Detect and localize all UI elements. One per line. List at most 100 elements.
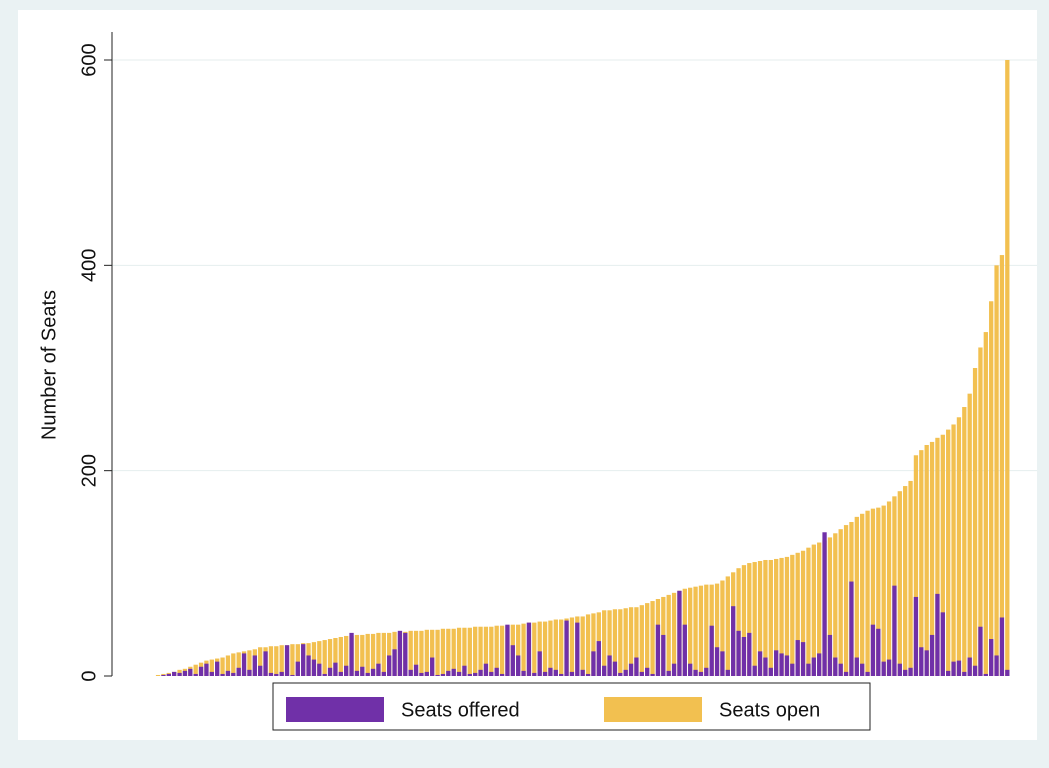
bar	[467, 627, 472, 676]
bar	[435, 674, 440, 676]
bar	[972, 368, 978, 676]
bar	[720, 651, 725, 676]
bar	[381, 671, 386, 676]
bar	[220, 673, 225, 676]
bar	[575, 622, 580, 676]
bar	[548, 667, 553, 676]
bar	[698, 585, 704, 676]
bar	[301, 644, 306, 676]
bar	[929, 441, 935, 676]
bar	[666, 594, 671, 676]
bar	[327, 639, 333, 676]
bar	[940, 434, 945, 676]
bar	[913, 455, 919, 676]
bar	[688, 587, 693, 676]
bar	[413, 664, 419, 676]
bar	[499, 625, 505, 676]
bar	[720, 580, 725, 676]
legend-label: Seats open	[719, 699, 820, 721]
legend-label: Seats offered	[401, 699, 520, 721]
bar	[865, 510, 870, 676]
bar	[693, 586, 698, 676]
bar	[317, 641, 322, 676]
bar	[763, 559, 768, 676]
bar	[349, 632, 354, 676]
bar	[817, 653, 822, 676]
bar	[532, 622, 537, 676]
bar	[698, 671, 704, 676]
bar	[752, 562, 757, 676]
bar	[779, 653, 784, 676]
bar	[994, 655, 999, 676]
bar	[408, 669, 413, 676]
bar	[274, 646, 279, 676]
bar	[876, 628, 881, 676]
bar	[419, 672, 424, 676]
bar	[989, 639, 994, 676]
bar	[704, 667, 709, 676]
bar	[838, 663, 843, 676]
bar	[526, 622, 532, 676]
bar	[241, 653, 247, 676]
bar	[972, 665, 978, 676]
bar	[446, 670, 451, 676]
bar	[822, 532, 827, 676]
bar	[172, 671, 177, 676]
bar	[424, 629, 429, 676]
bar	[768, 667, 773, 676]
bar	[419, 630, 424, 676]
bar	[564, 620, 569, 676]
bar	[661, 634, 666, 676]
bar	[344, 665, 349, 676]
bar	[951, 424, 956, 676]
bar	[677, 590, 682, 676]
bar	[994, 265, 999, 676]
bar	[236, 667, 241, 676]
bar	[209, 671, 214, 676]
bar	[962, 407, 967, 676]
bar	[650, 673, 655, 676]
bar	[360, 666, 365, 676]
bar	[483, 663, 489, 676]
bar	[779, 557, 784, 676]
bar	[919, 647, 924, 676]
bar	[602, 610, 607, 676]
bar	[478, 669, 483, 676]
bar	[247, 650, 252, 676]
bar	[903, 669, 908, 676]
bar	[736, 630, 741, 676]
bar	[193, 673, 198, 676]
bar	[440, 628, 446, 676]
bar	[892, 585, 897, 676]
bar	[473, 626, 478, 676]
bar	[161, 674, 166, 676]
bar	[924, 445, 929, 676]
bar	[268, 646, 274, 676]
bar	[768, 559, 773, 676]
bar	[585, 614, 591, 676]
bar	[327, 667, 333, 676]
bar	[236, 652, 241, 676]
bar	[935, 437, 940, 676]
bar	[306, 655, 311, 676]
bar	[752, 665, 757, 676]
bar	[946, 429, 951, 676]
bar	[645, 667, 650, 676]
bar	[344, 635, 349, 676]
bar	[177, 672, 182, 676]
bar	[886, 659, 892, 676]
bar	[741, 565, 747, 676]
bar	[494, 667, 499, 676]
bar	[886, 501, 892, 676]
bar	[618, 609, 623, 676]
bar	[435, 629, 440, 676]
legend-swatch	[604, 697, 702, 722]
bar	[908, 480, 913, 676]
bar	[365, 633, 370, 676]
bar	[516, 655, 521, 676]
bar	[989, 301, 994, 676]
bar	[483, 626, 489, 676]
bar	[451, 628, 456, 676]
bar	[553, 669, 558, 676]
bar	[741, 636, 747, 676]
